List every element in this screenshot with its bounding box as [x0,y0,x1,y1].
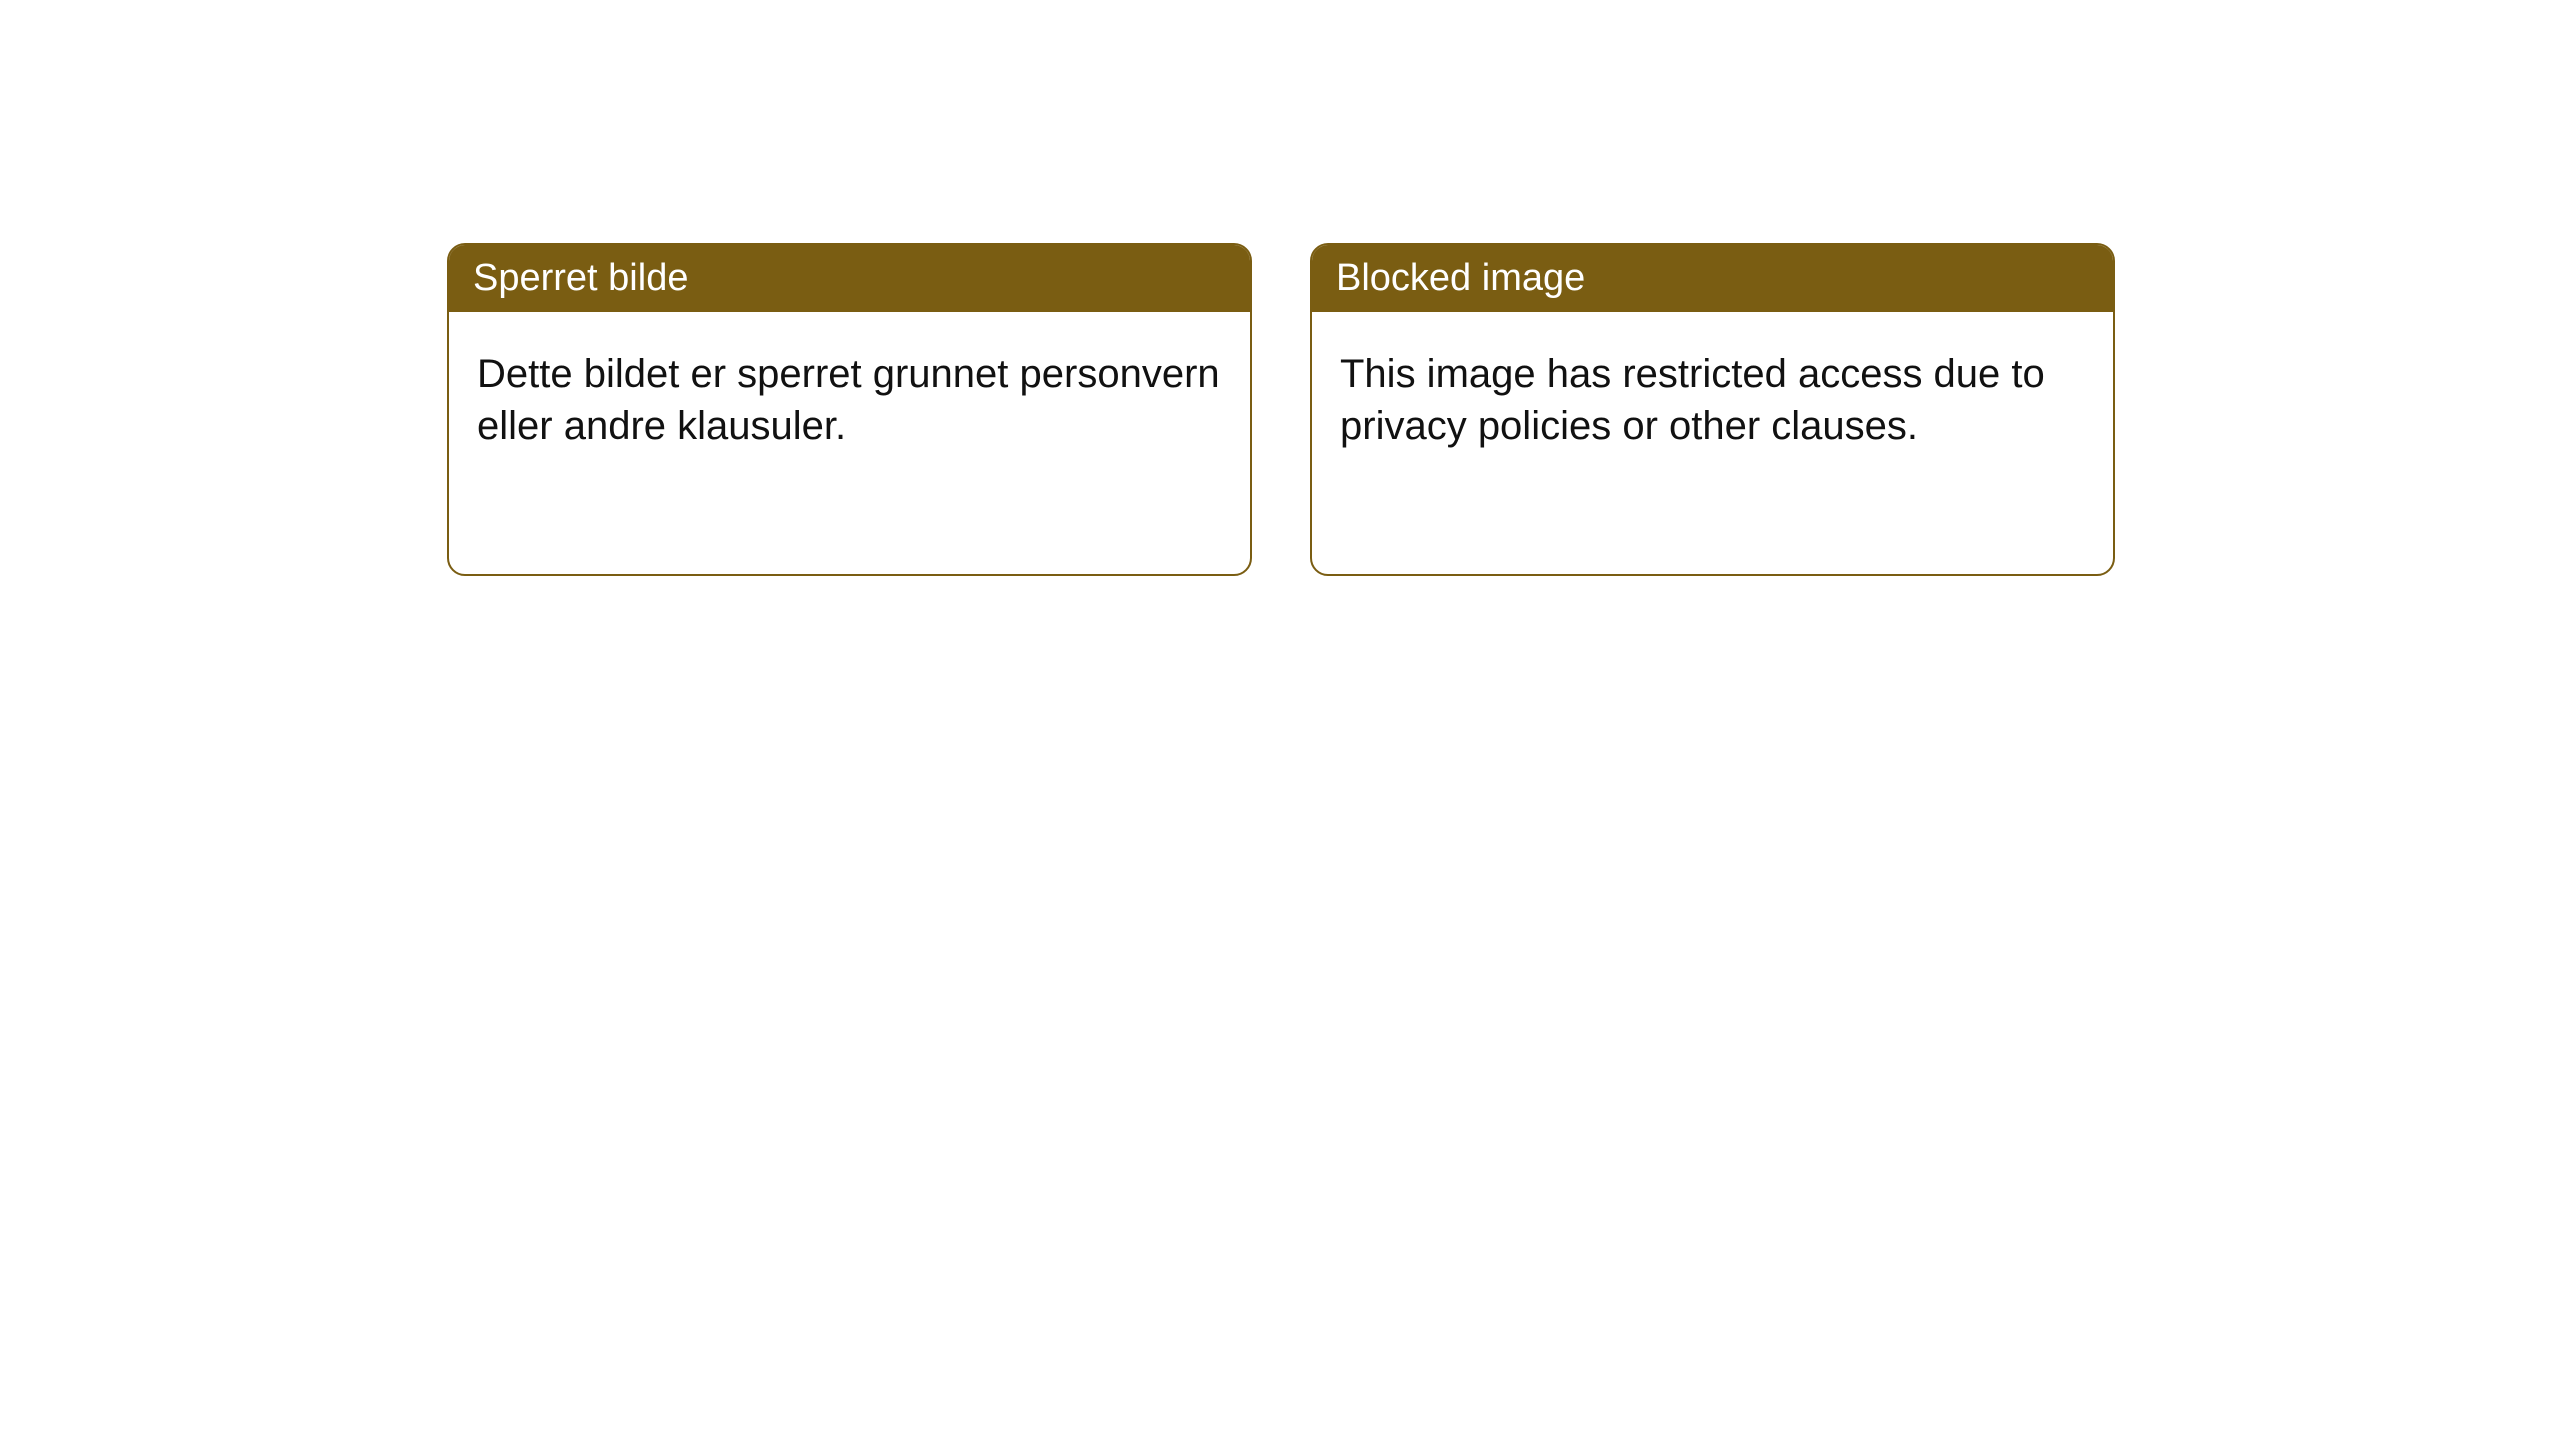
card-container: Sperret bilde Dette bildet er sperret gr… [0,0,2560,576]
card-body-text-en: This image has restricted access due to … [1340,352,2045,448]
blocked-image-card-en: Blocked image This image has restricted … [1310,243,2115,576]
card-body-text-no: Dette bildet er sperret grunnet personve… [477,352,1220,448]
card-body-en: This image has restricted access due to … [1312,312,2113,488]
blocked-image-card-no: Sperret bilde Dette bildet er sperret gr… [447,243,1252,576]
card-header-en: Blocked image [1312,245,2113,312]
card-body-no: Dette bildet er sperret grunnet personve… [449,312,1250,488]
card-header-no: Sperret bilde [449,245,1250,312]
card-title-en: Blocked image [1336,257,1585,299]
card-title-no: Sperret bilde [473,257,688,299]
